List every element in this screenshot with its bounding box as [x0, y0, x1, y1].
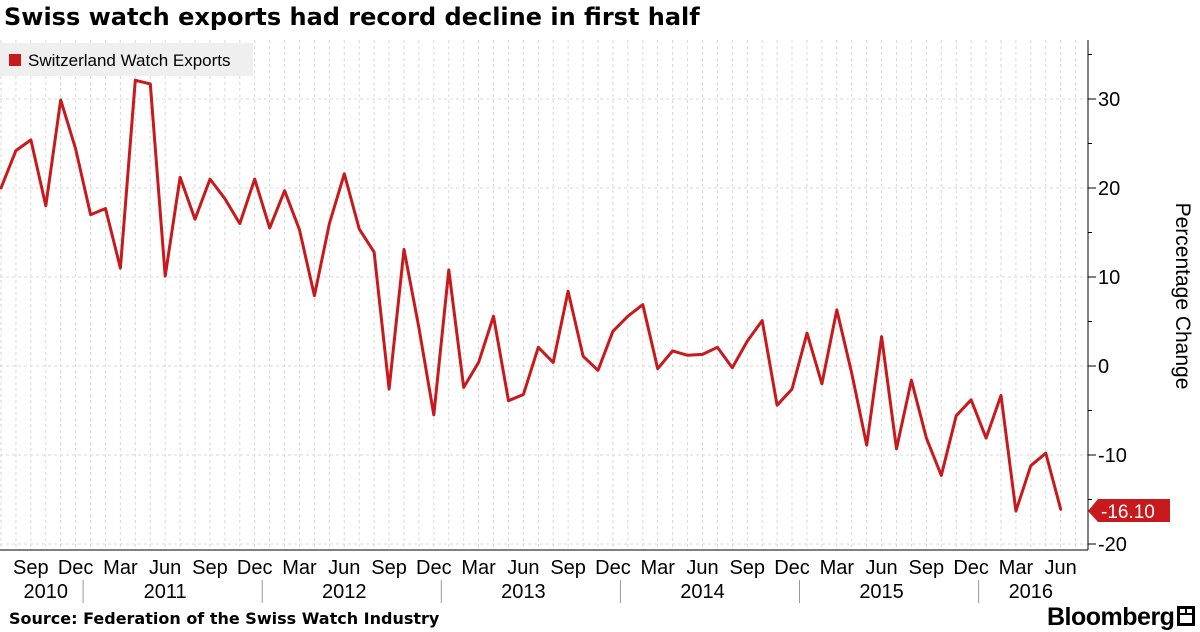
y-axis-label: Percentage Change — [1171, 203, 1194, 390]
year-label: 2012 — [322, 581, 367, 603]
x-tick-label: Sep — [550, 557, 586, 579]
x-tick-label: Dec — [774, 557, 810, 579]
tick-labels: -20 -10 0 10 20 30 Sep Dec Mar Jun Sep Dec Mar Jun Sep… — [13, 89, 1127, 603]
x-tick-label: Sep — [729, 557, 765, 579]
y-tick-label: -20 — [1098, 534, 1127, 556]
x-tick-label: Mar — [820, 557, 855, 579]
axes — [0, 40, 1096, 603]
year-label: 2011 — [144, 581, 187, 603]
last-value-marker: -16.10 — [1088, 499, 1170, 523]
last-value-label: -16.10 — [1101, 502, 1155, 523]
source-note: Source: Federation of the Swiss Watch In… — [9, 609, 440, 628]
bloomberg-logo: Bloomberg — [1047, 603, 1175, 631]
x-tick-label: Mar — [640, 557, 675, 579]
y-tick-label: 20 — [1098, 178, 1120, 200]
x-tick-label: Sep — [192, 557, 228, 579]
y-tick-label: 10 — [1098, 267, 1120, 289]
y-tick-label: 30 — [1098, 89, 1120, 111]
y-tick-label: 0 — [1098, 356, 1109, 378]
x-tick-label: Dec — [237, 557, 273, 579]
chart-title: Swiss watch exports had record decline i… — [4, 3, 700, 31]
year-label: 2014 — [680, 581, 725, 603]
legend: Switzerland Watch Exports — [0, 43, 253, 76]
x-tick-label: Jun — [328, 557, 360, 579]
series-layer — [0, 78, 1063, 513]
year-label: 2015 — [859, 581, 904, 603]
x-tick-label: Sep — [909, 557, 945, 579]
bloomberg-terminal-icon — [1177, 606, 1195, 626]
x-tick-label: Dec — [58, 557, 94, 579]
x-tick-label: Mar — [999, 557, 1034, 579]
x-tick-label: Jun — [865, 557, 897, 579]
legend-label: Switzerland Watch Exports — [28, 51, 231, 70]
legend-swatch — [9, 54, 21, 66]
legend-background — [0, 43, 253, 76]
series-line — [0, 78, 1063, 513]
x-tick-label: Jun — [507, 557, 539, 579]
x-tick-label: Sep — [371, 557, 407, 579]
x-tick-label: Sep — [13, 557, 49, 579]
year-label: 2013 — [501, 581, 546, 603]
x-tick-label: Jun — [1045, 557, 1077, 579]
x-tick-label: Mar — [282, 557, 317, 579]
x-tick-label: Jun — [149, 557, 181, 579]
x-tick-label: Jun — [686, 557, 718, 579]
grid-lines — [0, 40, 1088, 550]
x-tick-label: Dec — [953, 557, 989, 579]
y-tick-label: -10 — [1098, 445, 1127, 467]
year-label: 2010 — [24, 581, 69, 603]
last-value-badge — [1088, 499, 1170, 522]
x-tick-label: Mar — [461, 557, 496, 579]
x-tick-label: Dec — [416, 557, 452, 579]
x-tick-label: Mar — [103, 557, 138, 579]
year-label: 2016 — [1009, 581, 1054, 603]
x-tick-label: Dec — [595, 557, 631, 579]
